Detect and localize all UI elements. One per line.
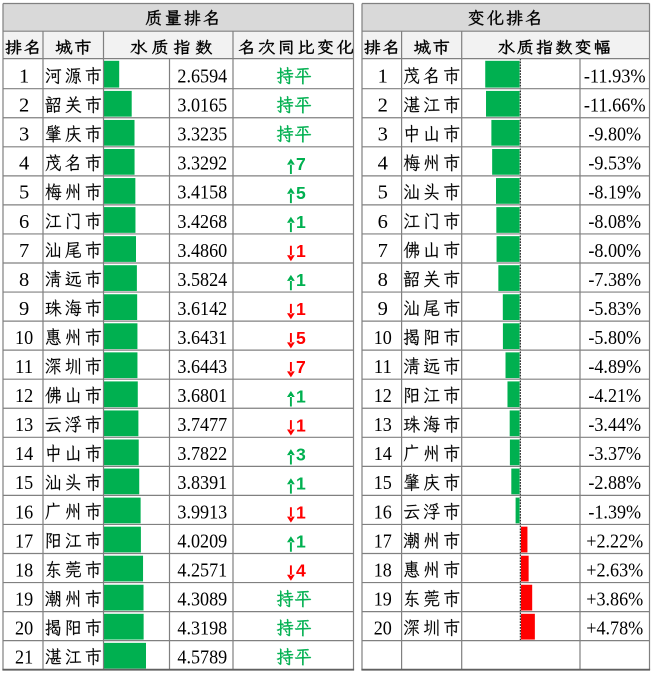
svg-text:1: 1 <box>296 241 306 261</box>
svg-text:4.3089: 4.3089 <box>177 588 227 610</box>
svg-text:6: 6 <box>378 211 388 233</box>
svg-text:1: 1 <box>296 299 306 319</box>
svg-text:9: 9 <box>378 298 388 320</box>
svg-text:8: 8 <box>19 269 29 291</box>
svg-text:-11.93%: -11.93% <box>584 66 646 88</box>
svg-text:-3.37%: -3.37% <box>588 443 641 465</box>
svg-text:-3.44%: -3.44% <box>588 414 641 436</box>
svg-text:3.4268: 3.4268 <box>177 211 227 233</box>
svg-text:3.6443: 3.6443 <box>177 356 227 378</box>
svg-text:20: 20 <box>15 617 33 639</box>
svg-text:4.5789: 4.5789 <box>177 647 227 669</box>
svg-text:+3.86%: +3.86% <box>586 588 643 610</box>
svg-text:6: 6 <box>19 211 29 233</box>
svg-text:-8.19%: -8.19% <box>588 182 641 204</box>
svg-text:1: 1 <box>296 386 306 406</box>
svg-text:16: 16 <box>15 501 33 523</box>
svg-text:1: 1 <box>378 66 388 88</box>
svg-text:9: 9 <box>19 298 29 320</box>
svg-text:3.6142: 3.6142 <box>177 298 227 320</box>
svg-text:1: 1 <box>296 270 306 290</box>
svg-text:1: 1 <box>296 473 306 493</box>
svg-text:7: 7 <box>19 240 29 262</box>
svg-text:4: 4 <box>19 153 29 175</box>
svg-text:3.0165: 3.0165 <box>177 95 227 117</box>
svg-text:10: 10 <box>374 327 392 349</box>
svg-text:8: 8 <box>378 269 388 291</box>
svg-text:1: 1 <box>296 502 306 522</box>
svg-text:1: 1 <box>296 212 306 232</box>
svg-text:7: 7 <box>378 240 388 262</box>
svg-text:1: 1 <box>296 532 306 552</box>
svg-text:4.0209: 4.0209 <box>177 530 227 552</box>
svg-text:3.3235: 3.3235 <box>177 124 227 146</box>
svg-text:2: 2 <box>378 95 388 117</box>
svg-text:-5.83%: -5.83% <box>588 298 641 320</box>
svg-text:-9.53%: -9.53% <box>588 153 641 175</box>
svg-text:12: 12 <box>374 385 392 407</box>
svg-text:19: 19 <box>374 588 392 610</box>
svg-text:4: 4 <box>378 153 388 175</box>
svg-text:-4.21%: -4.21% <box>588 385 641 407</box>
svg-text:13: 13 <box>374 414 392 436</box>
svg-text:1: 1 <box>296 415 306 435</box>
svg-text:+4.78%: +4.78% <box>586 617 643 639</box>
svg-text:5: 5 <box>378 182 388 204</box>
svg-text:7: 7 <box>296 154 306 174</box>
svg-text:-5.80%: -5.80% <box>588 327 641 349</box>
svg-text:10: 10 <box>15 327 33 349</box>
svg-text:-1.39%: -1.39% <box>588 501 641 523</box>
svg-text:15: 15 <box>15 472 33 494</box>
svg-text:-2.88%: -2.88% <box>588 472 641 494</box>
svg-text:3: 3 <box>296 444 306 464</box>
svg-text:-8.08%: -8.08% <box>588 211 641 233</box>
svg-text:3.6801: 3.6801 <box>177 385 227 407</box>
svg-text:11: 11 <box>374 356 392 378</box>
svg-text:+2.63%: +2.63% <box>586 559 643 581</box>
svg-text:4.3198: 4.3198 <box>177 617 227 639</box>
svg-text:3: 3 <box>378 124 388 146</box>
svg-text:-7.38%: -7.38% <box>588 269 641 291</box>
svg-text:-4.89%: -4.89% <box>588 356 641 378</box>
svg-text:3.4860: 3.4860 <box>177 240 227 262</box>
svg-text:16: 16 <box>374 501 392 523</box>
svg-text:20: 20 <box>374 617 392 639</box>
svg-text:14: 14 <box>374 443 392 465</box>
svg-text:15: 15 <box>374 472 392 494</box>
svg-text:3: 3 <box>19 124 29 146</box>
svg-text:13: 13 <box>15 414 33 436</box>
svg-text:3.7477: 3.7477 <box>177 414 227 436</box>
svg-text:5: 5 <box>296 183 306 203</box>
svg-text:3.4158: 3.4158 <box>177 182 227 204</box>
svg-text:21: 21 <box>15 647 33 669</box>
svg-text:17: 17 <box>15 530 33 552</box>
svg-text:-8.00%: -8.00% <box>588 240 641 262</box>
svg-text:7: 7 <box>296 357 306 377</box>
svg-text:2.6594: 2.6594 <box>177 66 227 88</box>
svg-text:3.6431: 3.6431 <box>177 327 227 349</box>
svg-text:3.7822: 3.7822 <box>177 443 227 465</box>
svg-text:4: 4 <box>296 561 306 581</box>
svg-text:3.3292: 3.3292 <box>177 153 227 175</box>
svg-text:11: 11 <box>15 356 33 378</box>
svg-text:3.9913: 3.9913 <box>177 501 227 523</box>
svg-text:5: 5 <box>296 328 306 348</box>
svg-text:3.5824: 3.5824 <box>177 269 227 291</box>
svg-text:-9.80%: -9.80% <box>588 124 641 146</box>
svg-text:2: 2 <box>19 95 29 117</box>
svg-text:4.2571: 4.2571 <box>177 559 227 581</box>
svg-text:19: 19 <box>15 588 33 610</box>
svg-text:-11.66%: -11.66% <box>584 95 646 117</box>
svg-text:5: 5 <box>19 182 29 204</box>
svg-text:12: 12 <box>15 385 33 407</box>
svg-text:17: 17 <box>374 530 392 552</box>
svg-text:+2.22%: +2.22% <box>586 530 643 552</box>
svg-text:3.8391: 3.8391 <box>177 472 227 494</box>
svg-text:14: 14 <box>15 443 33 465</box>
svg-text:18: 18 <box>15 559 33 581</box>
svg-text:1: 1 <box>19 66 29 88</box>
svg-text:18: 18 <box>374 559 392 581</box>
